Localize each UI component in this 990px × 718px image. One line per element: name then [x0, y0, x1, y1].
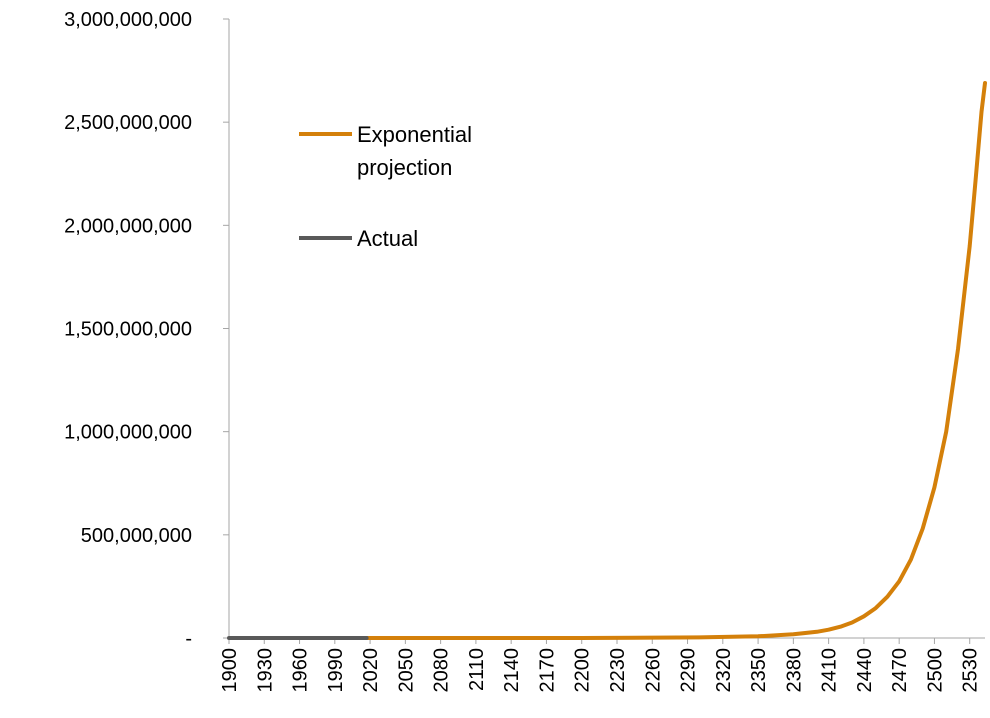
x-tick-label: 2470: [889, 648, 911, 693]
y-tick-label: 500,000,000: [81, 525, 192, 547]
legend-label-actual: Actual: [357, 226, 418, 251]
x-tick-label: 2110: [466, 648, 488, 691]
x-tick-label: 2380: [783, 648, 805, 693]
x-tick-label: 2410: [819, 648, 841, 693]
legend: Exponential projection Actual: [299, 122, 472, 251]
x-tick-label: 2230: [607, 648, 629, 693]
x-tick-label: 2290: [678, 648, 700, 693]
legend-label-exponential: Exponential: [357, 122, 472, 147]
y-tick-label: 2,500,000,000: [64, 112, 192, 134]
x-tick-label: 2530: [960, 648, 982, 693]
y-tick-label: 3,000,000,000: [64, 9, 192, 31]
x-tick-label: 1930: [254, 648, 276, 693]
x-tick-label: 2350: [748, 648, 770, 693]
x-tick-label: 2020: [360, 648, 382, 693]
x-tick-label: 2260: [642, 648, 664, 693]
y-tick-label: 2,000,000,000: [64, 215, 192, 237]
x-tick-label: 1960: [290, 648, 312, 693]
x-tick-label: 1990: [325, 648, 347, 693]
series-line-exponential-projection: [367, 83, 985, 638]
y-tick-label: -: [185, 628, 192, 650]
series-layer: [229, 83, 985, 638]
x-tick-label: 2140: [501, 648, 523, 693]
x-tick-label: 2200: [572, 648, 594, 693]
y-tick-label: 1,500,000,000: [64, 319, 192, 341]
x-tick-label: 2170: [536, 648, 558, 693]
y-axis: - 500,000,000 1,000,000,000 1,500,000,000 2,…: [64, 9, 229, 650]
x-tick-label: 1900: [219, 648, 241, 693]
x-tick-label: 2080: [431, 648, 453, 693]
x-tick-label: 2440: [854, 648, 876, 693]
legend-label-exponential-line2: projection: [357, 155, 452, 180]
x-tick-label: 2500: [924, 648, 946, 693]
y-tick-label: 1,000,000,000: [64, 422, 192, 444]
x-tick-label: 2050: [395, 648, 417, 693]
x-tick-label: 2320: [713, 648, 735, 693]
x-axis: 1900 1930 1960 1990 2020 2050 2080 2110 2140 2170…: [219, 638, 985, 693]
